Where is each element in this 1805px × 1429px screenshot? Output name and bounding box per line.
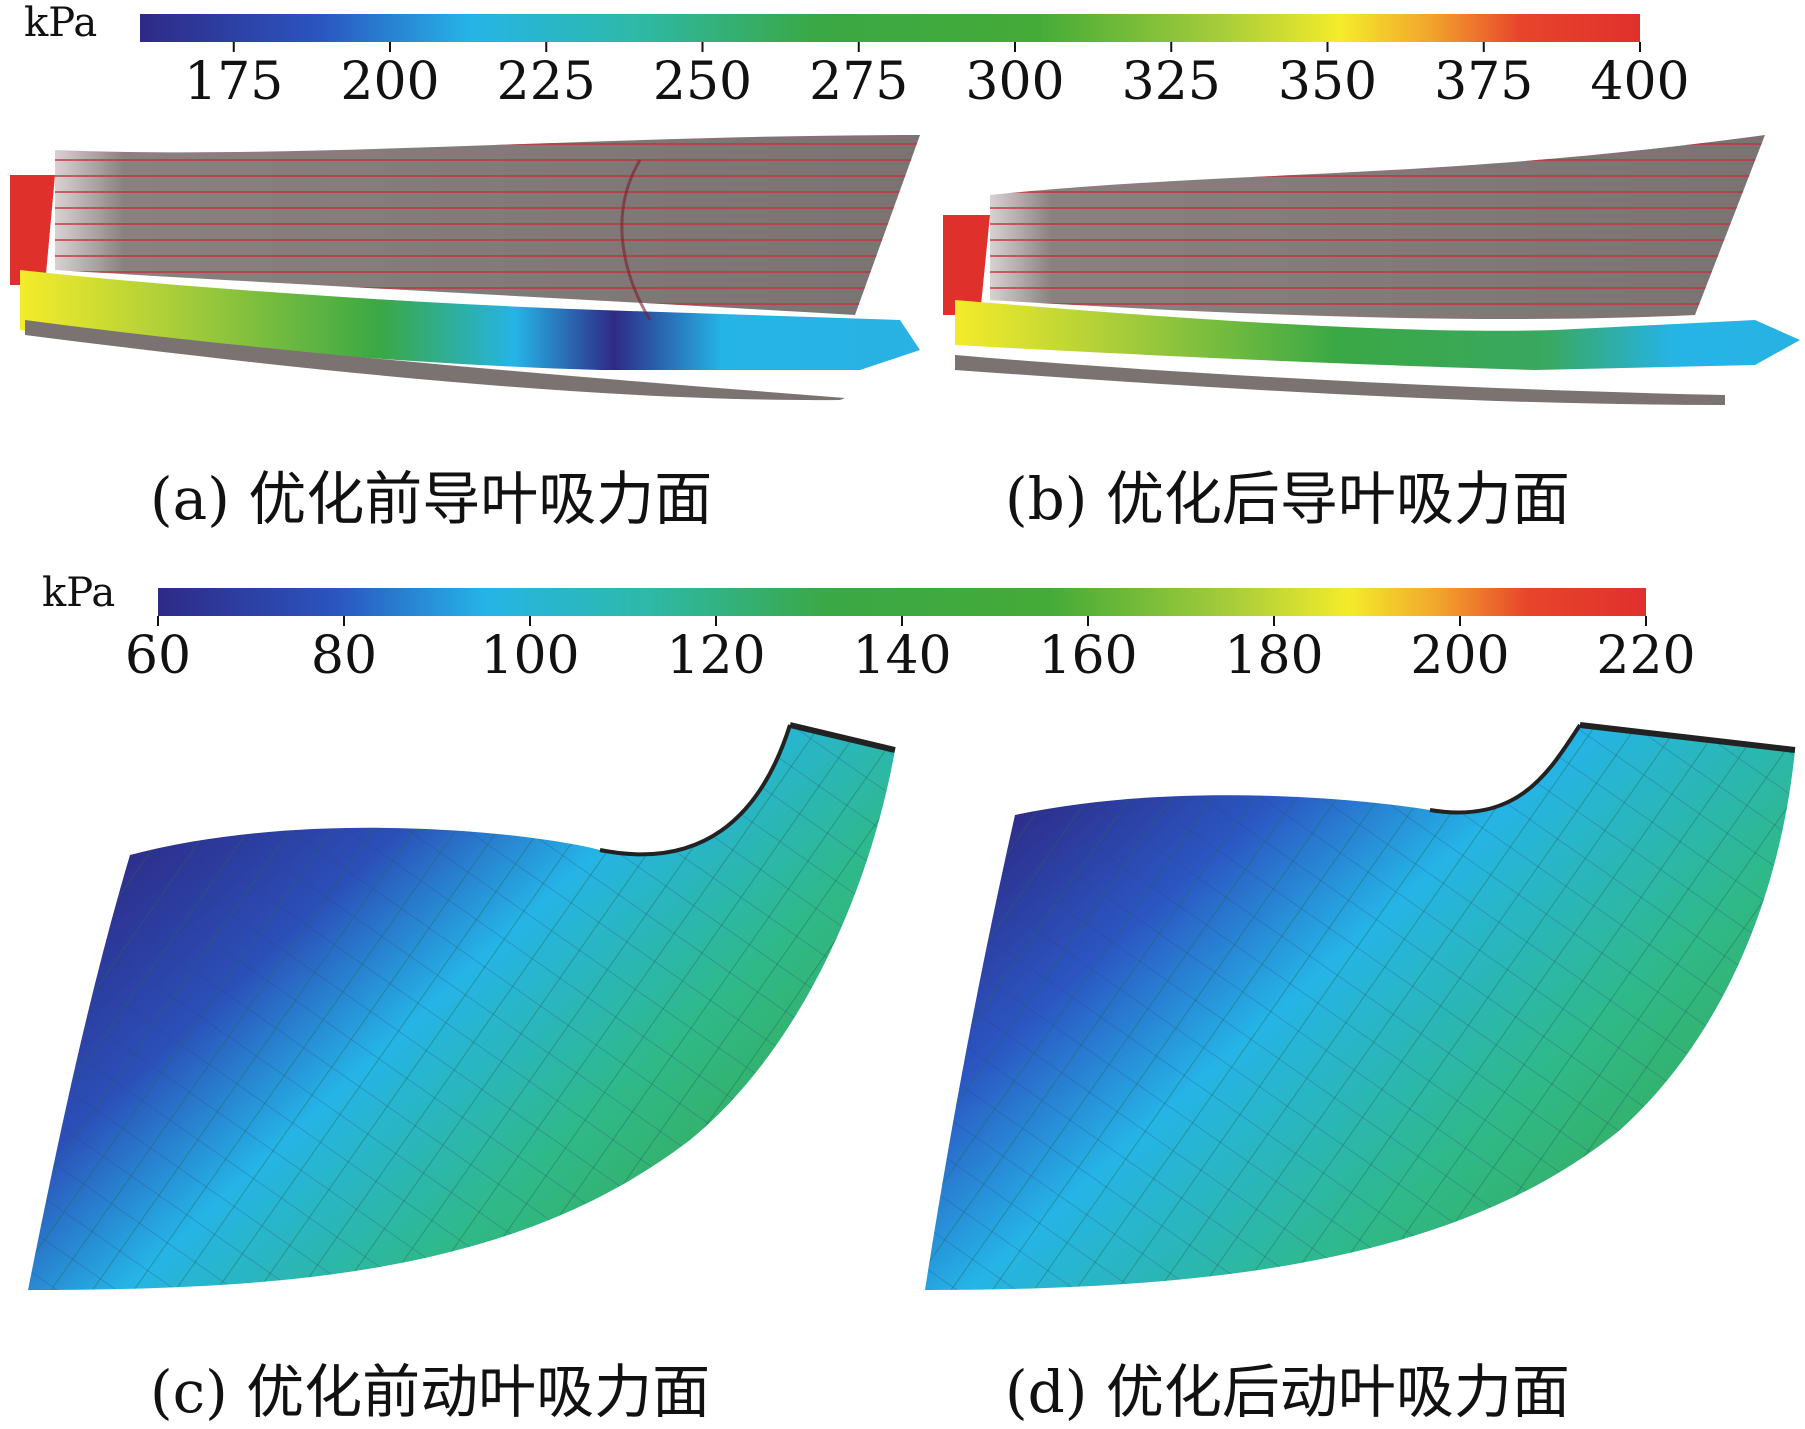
panel-b-vane-after [943, 135, 1800, 405]
colorbar-bottom-tick-label: 80 [310, 626, 378, 686]
colorbar-bottom-tick-label: 180 [1224, 626, 1324, 686]
panel-a-vane-before [10, 135, 920, 401]
colorbar-bottom-tick-label: 160 [1038, 626, 1138, 686]
colorbar-top-tick-label: 275 [809, 52, 909, 112]
panel-d-blade-after [925, 722, 1796, 1290]
colorbar-bottom-gradient [157, 588, 1647, 626]
colorbar-top-gradient [140, 14, 1641, 52]
colorbar-bottom-unit: kPa [42, 570, 116, 616]
colorbar-top-tick-label: 325 [1121, 52, 1221, 112]
colorbar-top-tick-label: 375 [1434, 52, 1534, 112]
colorbar-top-unit: kPa [24, 0, 98, 46]
colorbar-bottom-tick-label: 140 [852, 626, 952, 686]
colorbar-bottom-tick-label: 120 [666, 626, 766, 686]
caption-d: (d) 优化后动叶吸力面 [1005, 1358, 1570, 1426]
colorbar-top-tick-label: 400 [1590, 52, 1690, 112]
caption-a: (a) 优化前导叶吸力面 [150, 465, 713, 533]
colorbar-top-tick-label: 250 [652, 52, 753, 112]
colorbar-top-tick-label: 350 [1277, 52, 1378, 112]
colorbar-top-tick-label: 225 [496, 52, 596, 112]
colorbar-bottom-tick-label: 60 [124, 626, 192, 686]
colorbar-bottom-tick-label: 220 [1596, 626, 1696, 686]
caption-c: (c) 优化前动叶吸力面 [150, 1358, 711, 1426]
caption-b: (b) 优化后导叶吸力面 [1005, 465, 1570, 533]
colorbar-top-tick-label: 175 [184, 52, 284, 112]
colorbar-bottom-tick-label: 200 [1410, 626, 1510, 686]
colorbar-top-tick-label: 300 [965, 52, 1065, 112]
colorbar-bottom-tick-label: 100 [480, 626, 580, 686]
colorbar-top-tick-label: 200 [340, 52, 440, 112]
panel-c-blade-before [28, 722, 896, 1290]
